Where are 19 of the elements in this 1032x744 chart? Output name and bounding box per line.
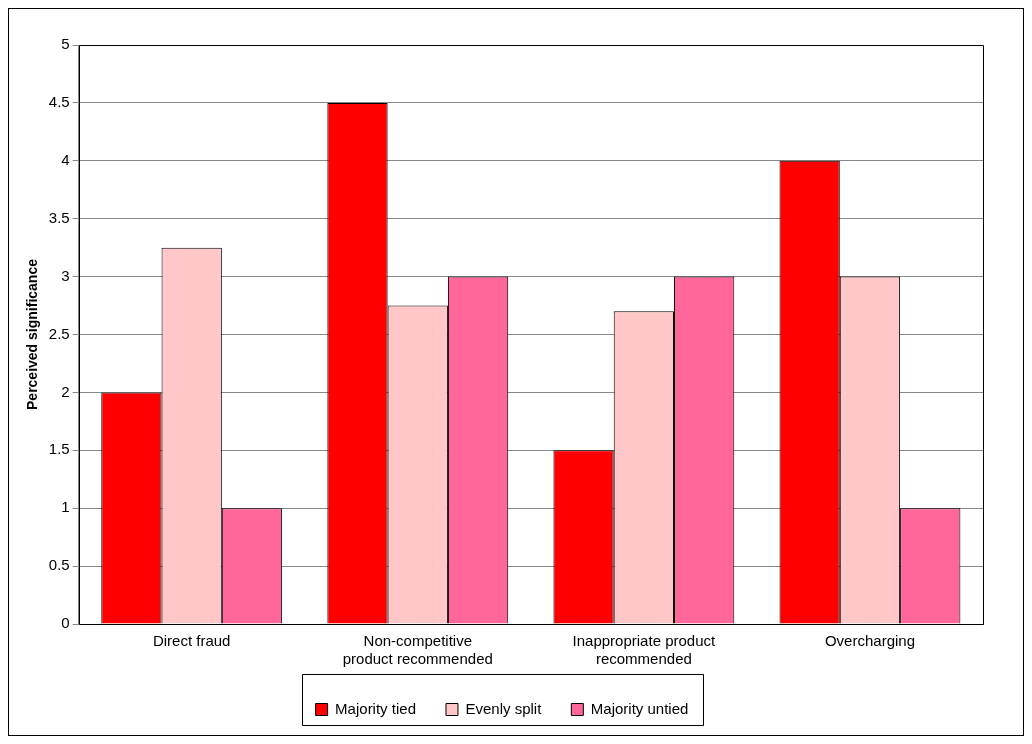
y-axis-title: Perceived significance bbox=[24, 258, 41, 410]
y-tick-label: 1.5 bbox=[48, 440, 70, 458]
y-tick-label: 5 bbox=[61, 35, 70, 53]
legend-label: Majority untied bbox=[590, 699, 689, 717]
y-tick-label: 3.5 bbox=[48, 208, 70, 226]
x-tick-label: Overcharging bbox=[824, 632, 915, 650]
y-tick-label: 3 bbox=[61, 266, 70, 284]
x-tick-label: Direct fraud bbox=[152, 632, 231, 650]
x-tick-label: Inappropriate product recommended bbox=[572, 632, 716, 668]
y-tick-label: 0 bbox=[61, 614, 70, 632]
y-tick-label: 1 bbox=[61, 498, 70, 516]
y-tick-label: 2 bbox=[61, 382, 70, 400]
y-tick-label: 4 bbox=[61, 150, 70, 168]
y-tick-label: 4.5 bbox=[48, 93, 70, 111]
legend-label: Evenly split bbox=[465, 699, 543, 717]
x-tick-label: Non-competitive product recommended bbox=[342, 632, 493, 668]
y-tick-label: 2.5 bbox=[48, 324, 70, 342]
legend-label: Majority tied bbox=[335, 699, 416, 717]
y-tick-label: 0.5 bbox=[48, 556, 70, 574]
